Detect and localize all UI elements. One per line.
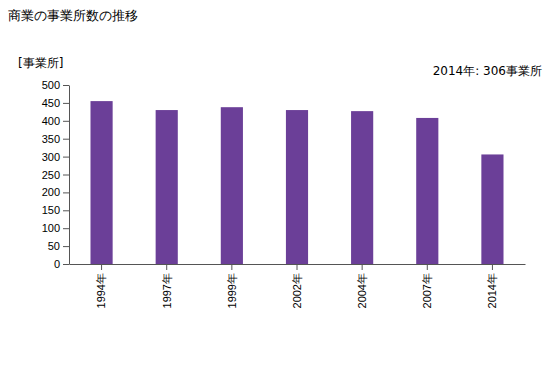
y-tick: 450 [42, 97, 69, 109]
y-tick: 350 [42, 133, 69, 145]
annotation: 2014年: 306事業所 [433, 64, 542, 78]
y-tick-mark [63, 192, 69, 193]
title: 商業の事業所数の推移 [8, 8, 138, 23]
x-tick: 1999年 [226, 264, 238, 308]
y-tick: 200 [42, 186, 69, 198]
y-tick-label: 0 [54, 258, 60, 270]
y-tick-label: 100 [42, 222, 60, 234]
x-tick: 2007年 [421, 264, 433, 308]
x-tick-mark [297, 264, 298, 270]
y-tick-mark [63, 246, 69, 247]
y-axis: 0 50 100 150 200 250 300 350 400 450 500 [42, 79, 70, 270]
x-tick-label: 1997年 [161, 273, 173, 308]
bar [416, 118, 438, 264]
y-axis-line [69, 86, 70, 265]
x-tick-label: 1994年 [95, 273, 107, 308]
y-tick-mark [63, 175, 69, 176]
x-tick: 2014年 [486, 264, 498, 308]
x-axis: 1994年 1997年 1999年 2002年 2004年 2007年 2014年 [70, 264, 526, 308]
y-tick-mark [63, 210, 69, 211]
x-tick-mark [101, 264, 102, 270]
y-tick: 500 [42, 79, 69, 91]
x-tick-label: 1999年 [226, 273, 238, 308]
y-tick-label: 300 [42, 151, 60, 163]
y-tick-label: 150 [42, 204, 60, 216]
x-tick: 1997年 [161, 264, 173, 308]
y-tick: 50 [48, 240, 69, 252]
y-tick-label: 200 [42, 186, 60, 198]
y-tick-label: 50 [48, 240, 60, 252]
y-tick: 400 [42, 115, 69, 127]
bar [286, 110, 308, 264]
y-tick-mark [63, 228, 69, 229]
bar [221, 107, 243, 264]
x-tick-mark [362, 264, 363, 270]
x-tick-label: 2014年 [486, 273, 498, 308]
bar [481, 154, 503, 264]
y-tick-mark [63, 264, 69, 265]
plot: 0 50 100 150 200 250 300 350 400 450 500 1994年 1997年… [42, 79, 526, 308]
y-tick-label: 350 [42, 133, 60, 145]
chart: 0 50 100 150 200 250 300 350 400 450 500 1994年 1997年… [0, 0, 560, 366]
y-tick: 100 [42, 222, 69, 234]
x-tick-mark [427, 264, 428, 270]
y-tick-label: 500 [42, 79, 60, 91]
y-axis-title: [事業所] [18, 56, 63, 70]
y-tick-mark [63, 103, 69, 104]
y-tick: 300 [42, 151, 69, 163]
x-tick-mark [231, 264, 232, 270]
x-tick-mark [492, 264, 493, 270]
y-tick-mark [63, 139, 69, 140]
y-tick-mark [63, 121, 69, 122]
x-tick: 1994年 [95, 264, 107, 308]
bar [90, 101, 112, 264]
y-tick-label: 400 [42, 115, 60, 127]
y-tick: 150 [42, 204, 69, 216]
x-tick: 2004年 [356, 264, 368, 308]
x-tick-label: 2007年 [421, 273, 433, 308]
y-tick: 250 [42, 169, 69, 181]
y-tick-mark [63, 85, 69, 86]
y-tick: 0 [54, 258, 69, 270]
x-tick-mark [166, 264, 167, 270]
y-tick-mark [63, 157, 69, 158]
bars [90, 101, 503, 264]
x-tick-label: 2002年 [291, 273, 303, 308]
x-tick: 2002年 [291, 264, 303, 308]
y-tick-label: 250 [42, 169, 60, 181]
bar [351, 111, 373, 264]
y-tick-label: 450 [42, 97, 60, 109]
bar [156, 110, 178, 264]
x-tick-label: 2004年 [356, 273, 368, 308]
